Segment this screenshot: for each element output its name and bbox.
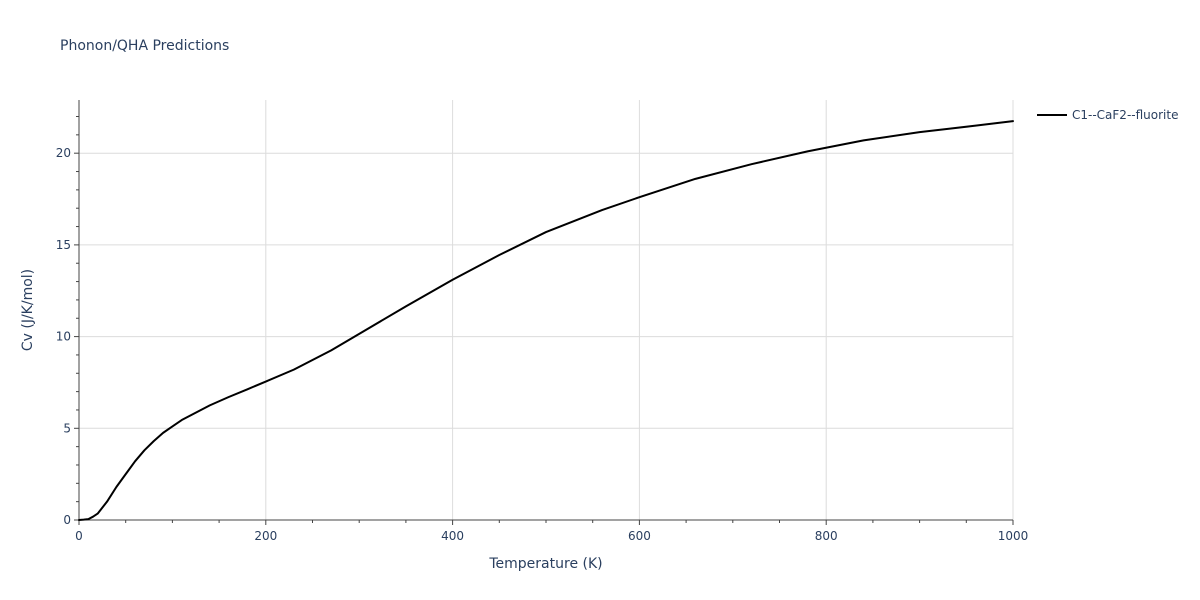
- legend-label: C1--CaF2--fluorite: [1072, 108, 1178, 122]
- axes: [78, 100, 1013, 521]
- x-tick-label: 1000: [998, 529, 1029, 543]
- x-tick-label: 200: [254, 529, 277, 543]
- x-axis-title: Temperature (K): [488, 556, 602, 572]
- x-tick-label: 0: [75, 529, 83, 543]
- x-tick-labels: 0 200 400 600 800 1000: [75, 529, 1028, 543]
- y-tick-label: 0: [63, 513, 71, 527]
- y-tick-labels: 0 5 10 15 20: [56, 146, 71, 527]
- series-layer: [78, 120, 1014, 521]
- x-tick-label: 600: [628, 529, 651, 543]
- y-tick-label: 10: [56, 330, 71, 344]
- legend[interactable]: C1--CaF2--fluorite: [1037, 108, 1178, 122]
- y-tick-label: 15: [56, 238, 71, 252]
- y-tick-label: 5: [63, 421, 71, 435]
- chart-title: Phonon/QHA Predictions: [60, 38, 229, 54]
- x-tick-label: 800: [815, 529, 838, 543]
- y-axis-title: Cv (J/K/mol): [20, 269, 36, 351]
- series-line: [78, 120, 1014, 521]
- y-tick-label: 20: [56, 146, 71, 160]
- grid: [79, 100, 1014, 520]
- x-tick-label: 400: [441, 529, 464, 543]
